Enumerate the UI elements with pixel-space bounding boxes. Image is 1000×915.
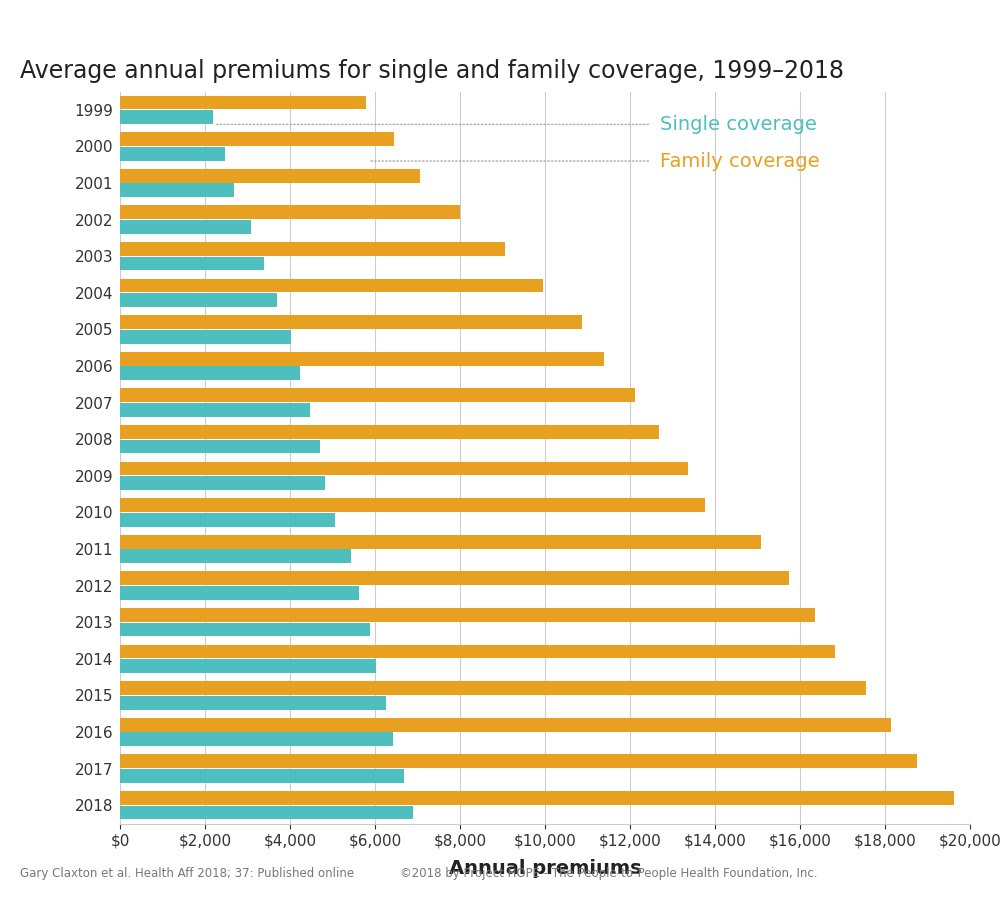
Bar bbox=[120, 168, 420, 183]
Bar bbox=[120, 498, 705, 512]
Text: Family coverage: Family coverage bbox=[660, 152, 819, 170]
Bar bbox=[120, 461, 688, 476]
Bar bbox=[120, 439, 320, 454]
Bar bbox=[120, 403, 310, 417]
Bar bbox=[120, 146, 225, 161]
Bar bbox=[120, 791, 954, 805]
Bar bbox=[120, 805, 413, 820]
Bar bbox=[120, 351, 604, 366]
Bar bbox=[120, 534, 761, 549]
Bar bbox=[120, 586, 359, 600]
Text: ©2018 by Project HOPE - The People-to-People Health Foundation, Inc.: ©2018 by Project HOPE - The People-to-Pe… bbox=[400, 867, 818, 880]
Bar bbox=[120, 95, 366, 110]
Bar bbox=[120, 425, 659, 439]
Bar bbox=[120, 183, 234, 198]
Bar bbox=[120, 622, 370, 637]
Bar bbox=[120, 512, 335, 527]
Bar bbox=[120, 754, 917, 769]
Bar bbox=[120, 659, 376, 673]
Bar bbox=[120, 571, 789, 586]
Bar bbox=[120, 329, 291, 344]
X-axis label: Annual premiums: Annual premiums bbox=[449, 859, 641, 878]
Bar bbox=[120, 205, 460, 220]
Bar bbox=[120, 644, 835, 659]
Bar bbox=[120, 681, 866, 695]
Bar bbox=[120, 717, 891, 732]
Bar bbox=[120, 769, 404, 783]
Text: Single coverage: Single coverage bbox=[660, 115, 817, 134]
Text: Average annual premiums for single and family coverage, 1999–2018: Average annual premiums for single and f… bbox=[20, 59, 844, 83]
Bar bbox=[120, 695, 386, 710]
Bar bbox=[120, 732, 393, 747]
Bar bbox=[120, 110, 213, 124]
Text: Health Affairs: Health Affairs bbox=[806, 867, 959, 885]
Bar bbox=[120, 388, 635, 403]
Bar bbox=[120, 242, 505, 256]
Bar bbox=[120, 220, 251, 234]
Bar bbox=[120, 256, 264, 271]
Bar bbox=[120, 293, 277, 307]
Bar bbox=[120, 366, 300, 381]
Bar bbox=[120, 476, 325, 490]
Bar bbox=[120, 608, 815, 622]
Bar bbox=[120, 132, 394, 146]
Text: Gary Claxton et al. Health Aff 2018; 37: Published online: Gary Claxton et al. Health Aff 2018; 37:… bbox=[20, 867, 354, 880]
Bar bbox=[120, 549, 351, 564]
Bar bbox=[120, 315, 582, 329]
Bar bbox=[120, 278, 543, 293]
